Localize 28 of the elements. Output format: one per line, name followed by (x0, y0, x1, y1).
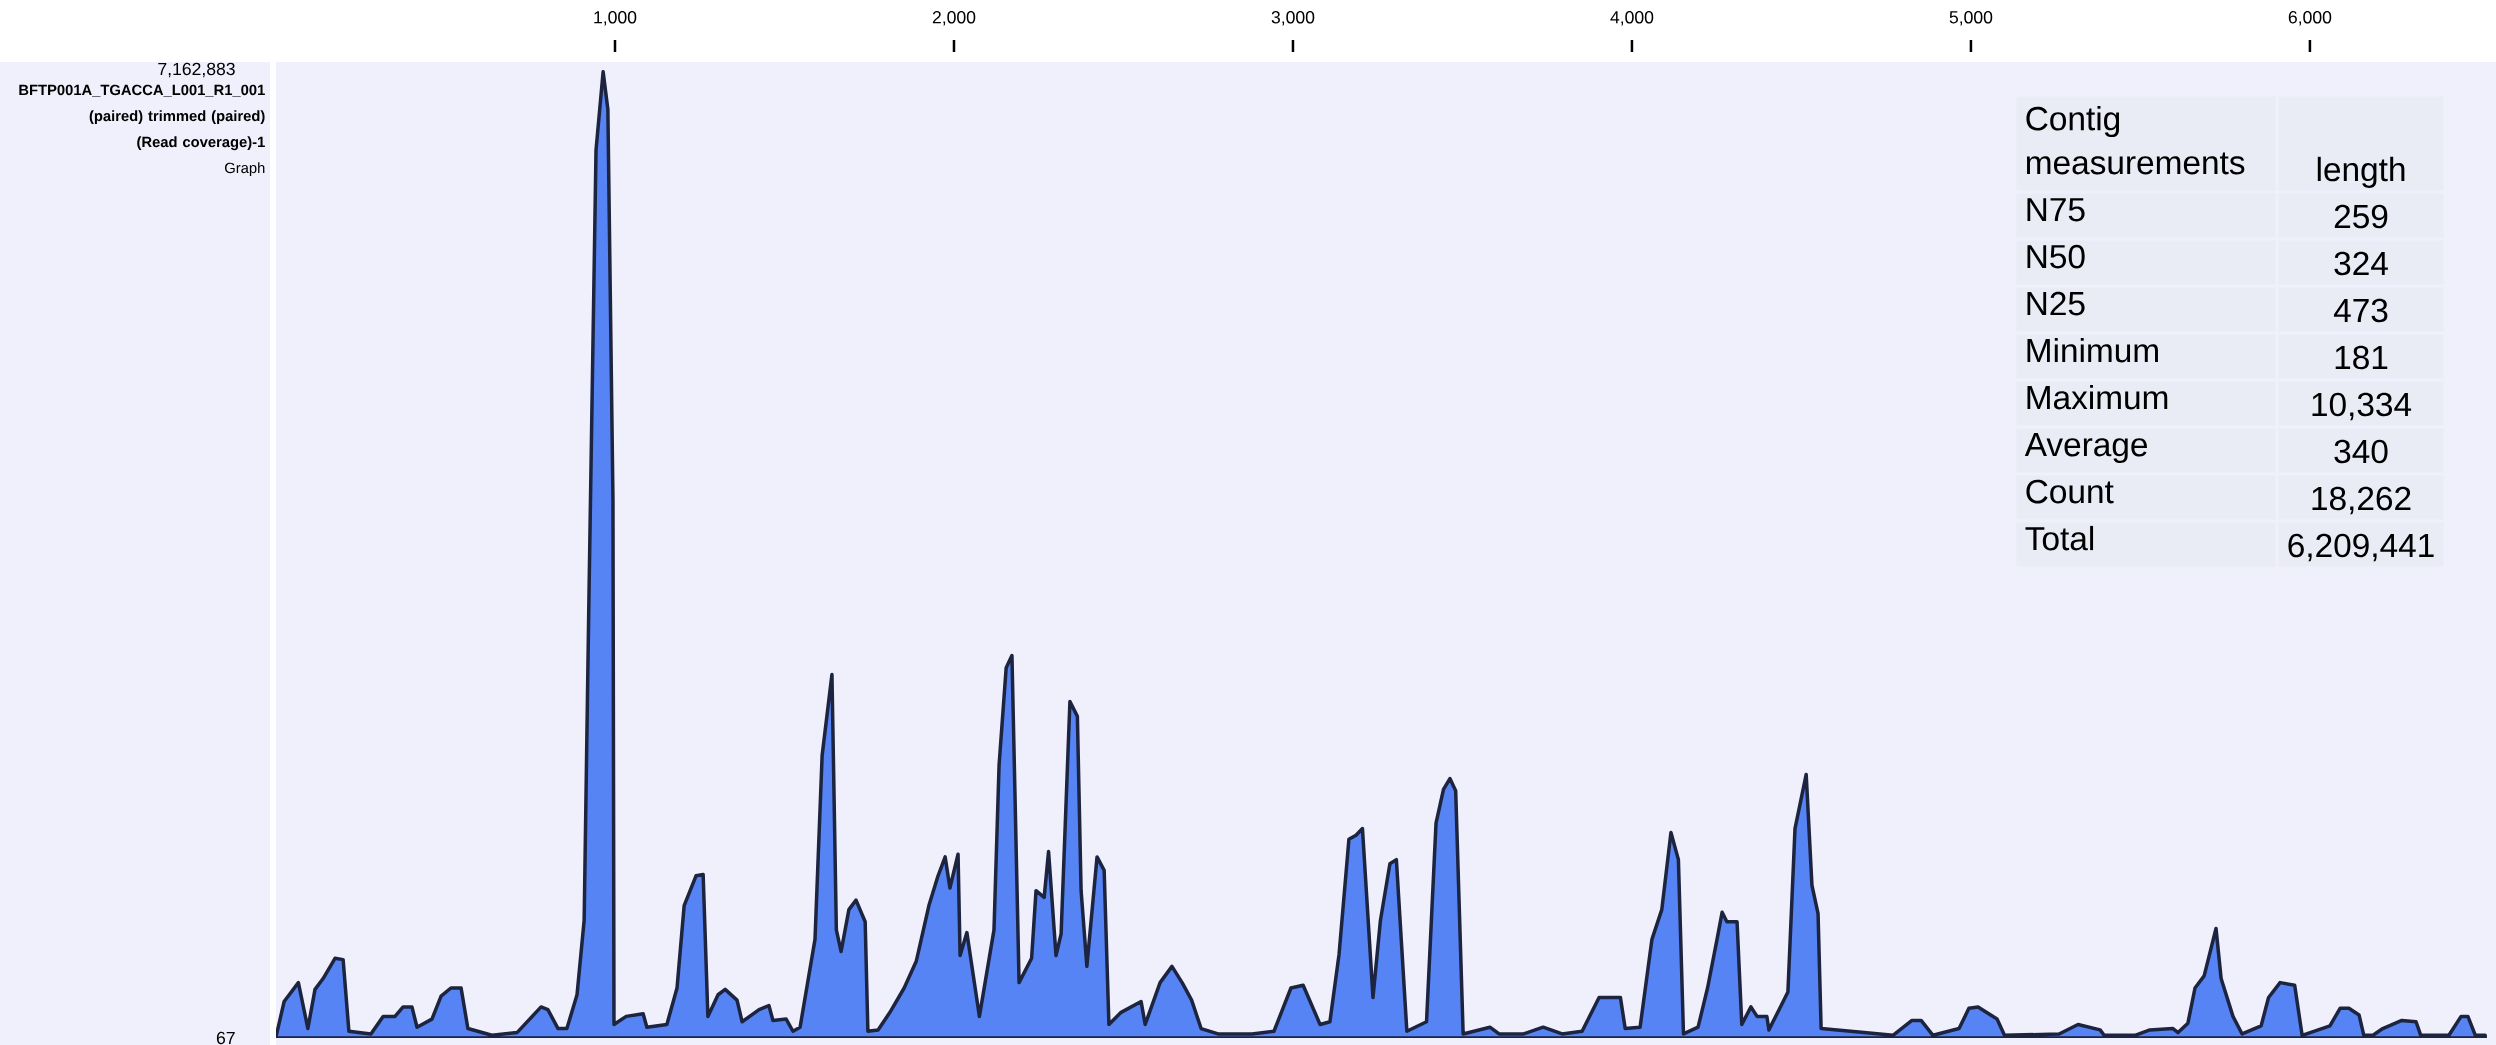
x-tick-label: 5,000 (1949, 11, 1993, 26)
annotation: 181 (2335, 345, 2388, 370)
annotation: 6,209,441 (2288, 533, 2434, 562)
x-tick-label: 6,000 (2288, 11, 2332, 26)
annotation: Average (2024, 433, 2147, 464)
annotation: N25 (2027, 291, 2085, 316)
annotation: 340 (2334, 439, 2388, 464)
y-tick-label: 67 (216, 1031, 235, 1045)
text: Graph (225, 162, 265, 177)
x-tick-label: 1,000 (594, 11, 637, 26)
annotation: Total (2025, 525, 2094, 551)
annotation: 10,334 (2312, 392, 2412, 421)
annotation: Maximum (2027, 384, 2168, 410)
annotation: 324 (2334, 251, 2388, 276)
annotation: Count (2026, 479, 2114, 504)
annotation: Contig measurements (2026, 105, 2245, 175)
annotation: 259 (2334, 204, 2388, 229)
annotation: Minimum (2027, 337, 2158, 363)
x-tick-label: 2,000 (932, 11, 976, 26)
text: BFTP001A_TGACCA_L001_R1_001 (paired) trimmed (paired) (Read coverage)-1 (19, 84, 265, 151)
annotation: 473 (2333, 298, 2388, 323)
annotation: N75 (2027, 198, 2085, 222)
annotation: 18,262 (2312, 486, 2411, 515)
y-tick-label: 7,162,883 (158, 62, 235, 78)
annotation: length (2317, 156, 2405, 188)
x-tick-label: 3,000 (1271, 11, 1315, 26)
annotation: N50 (2027, 244, 2085, 269)
x-tick-label: 4,000 (1610, 11, 1654, 26)
